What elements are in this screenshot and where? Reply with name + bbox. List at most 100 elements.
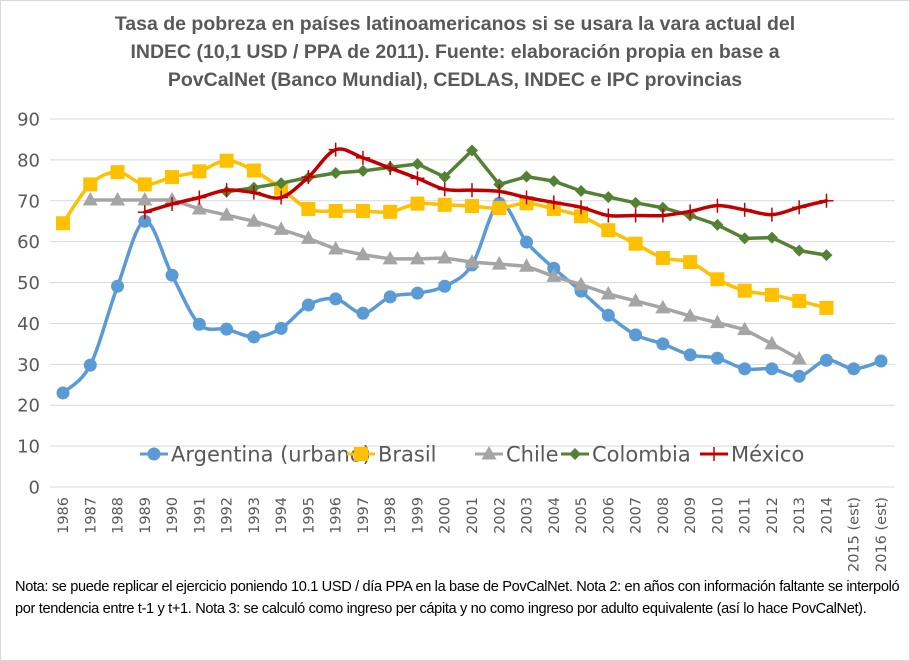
x-tick-label: 2008 — [656, 497, 672, 534]
data-point — [737, 321, 753, 336]
data-point — [247, 330, 261, 344]
data-point — [710, 198, 725, 213]
legend-item: Argentina (urbano) — [140, 443, 371, 467]
x-tick-label: 1992 — [220, 497, 236, 534]
data-point — [191, 200, 207, 215]
data-point — [655, 299, 671, 314]
chart-title-line-3: PovCalNet (Banco Mundial), CEDLAS, INDEC… — [167, 69, 743, 91]
data-point — [711, 218, 724, 231]
data-point — [192, 317, 206, 331]
data-point — [246, 185, 261, 200]
data-point — [492, 201, 507, 216]
x-tick-label: 2011 — [738, 497, 754, 534]
x-tick-label: 2003 — [520, 497, 536, 534]
data-point — [574, 209, 589, 224]
data-point — [301, 201, 316, 216]
data-point — [382, 250, 398, 265]
legend-item: Chile — [475, 443, 559, 467]
data-point — [655, 251, 670, 266]
x-tick-label: 1989 — [138, 497, 154, 534]
data-point — [192, 190, 207, 205]
data-point — [709, 314, 725, 329]
x-tick-label: 2016 (est) — [874, 497, 890, 572]
data-point — [246, 213, 262, 227]
data-point — [519, 258, 535, 272]
y-tick-label: 70 — [17, 191, 40, 212]
data-point — [765, 362, 779, 376]
data-point — [819, 193, 834, 208]
data-point — [574, 200, 589, 215]
data-point — [546, 195, 561, 210]
legend: Argentina (urbano) Brasil Chile Colombia Méx… — [140, 443, 804, 467]
y-axis-ticks: 0 10 20 30 40 50 60 70 80 90 — [17, 110, 40, 499]
data-point — [137, 177, 152, 192]
x-tick-label: 2000 — [438, 497, 454, 534]
y-tick-label: 0 — [29, 478, 40, 499]
data-point — [765, 231, 778, 244]
data-point — [355, 204, 370, 218]
x-tick-label: 2012 — [765, 497, 781, 534]
data-point — [137, 191, 153, 206]
data-point — [738, 232, 751, 245]
data-point — [683, 204, 698, 219]
data-point — [847, 362, 861, 376]
y-tick-label: 10 — [17, 437, 40, 458]
data-point — [301, 298, 315, 312]
data-point — [437, 197, 452, 212]
series-m-xico — [137, 142, 834, 223]
data-point — [820, 249, 833, 262]
x-tick-label: 2013 — [792, 497, 808, 534]
x-tick-label: 2010 — [710, 497, 726, 534]
data-point — [355, 246, 371, 261]
x-tick-label: 2007 — [629, 497, 645, 534]
data-point — [437, 182, 452, 197]
data-point — [328, 241, 344, 255]
legend-label: Argentina (urbano) — [171, 443, 371, 467]
y-tick-label: 20 — [17, 396, 40, 417]
x-tick-label: 1990 — [165, 497, 181, 534]
legend-marker — [569, 448, 581, 460]
data-point — [573, 276, 589, 291]
data-point — [275, 177, 288, 190]
data-point — [792, 293, 807, 308]
data-point — [600, 286, 616, 300]
data-point — [683, 255, 698, 270]
legend-item: Colombia — [561, 443, 691, 467]
data-point — [656, 201, 669, 214]
data-point — [411, 157, 424, 170]
data-point — [792, 369, 806, 383]
data-point — [520, 235, 534, 249]
data-point — [438, 171, 451, 184]
chart-title: Tasa de pobreza en países latinoamerican… — [0, 10, 910, 94]
series-line — [88, 198, 801, 361]
data-point — [682, 308, 698, 322]
data-point — [601, 308, 615, 322]
data-point — [710, 351, 724, 365]
data-point — [546, 268, 562, 282]
data-point — [110, 165, 125, 180]
data-point — [764, 335, 780, 350]
legend-marker — [147, 447, 161, 461]
data-point — [464, 254, 480, 268]
series-argentina-urbano — [56, 196, 888, 400]
data-point — [328, 142, 343, 157]
x-tick-label: 2001 — [465, 497, 481, 534]
data-point — [410, 196, 425, 211]
chart-title-line-1: Tasa de pobreza en países latinoamerican… — [114, 13, 796, 35]
data-point — [356, 164, 369, 177]
data-point — [437, 250, 453, 264]
data-point — [246, 163, 261, 178]
data-point — [138, 214, 152, 228]
data-point — [409, 250, 425, 265]
data-point — [83, 177, 98, 192]
data-point — [738, 362, 752, 376]
data-point — [819, 300, 834, 315]
data-point — [83, 358, 97, 372]
x-tick-label: 2006 — [601, 497, 617, 534]
data-point — [82, 191, 98, 206]
legend-label: Brasil — [378, 443, 437, 467]
data-point — [56, 216, 70, 231]
x-tick-label: 2004 — [547, 497, 563, 534]
data-point — [656, 337, 670, 351]
data-point — [601, 208, 616, 223]
